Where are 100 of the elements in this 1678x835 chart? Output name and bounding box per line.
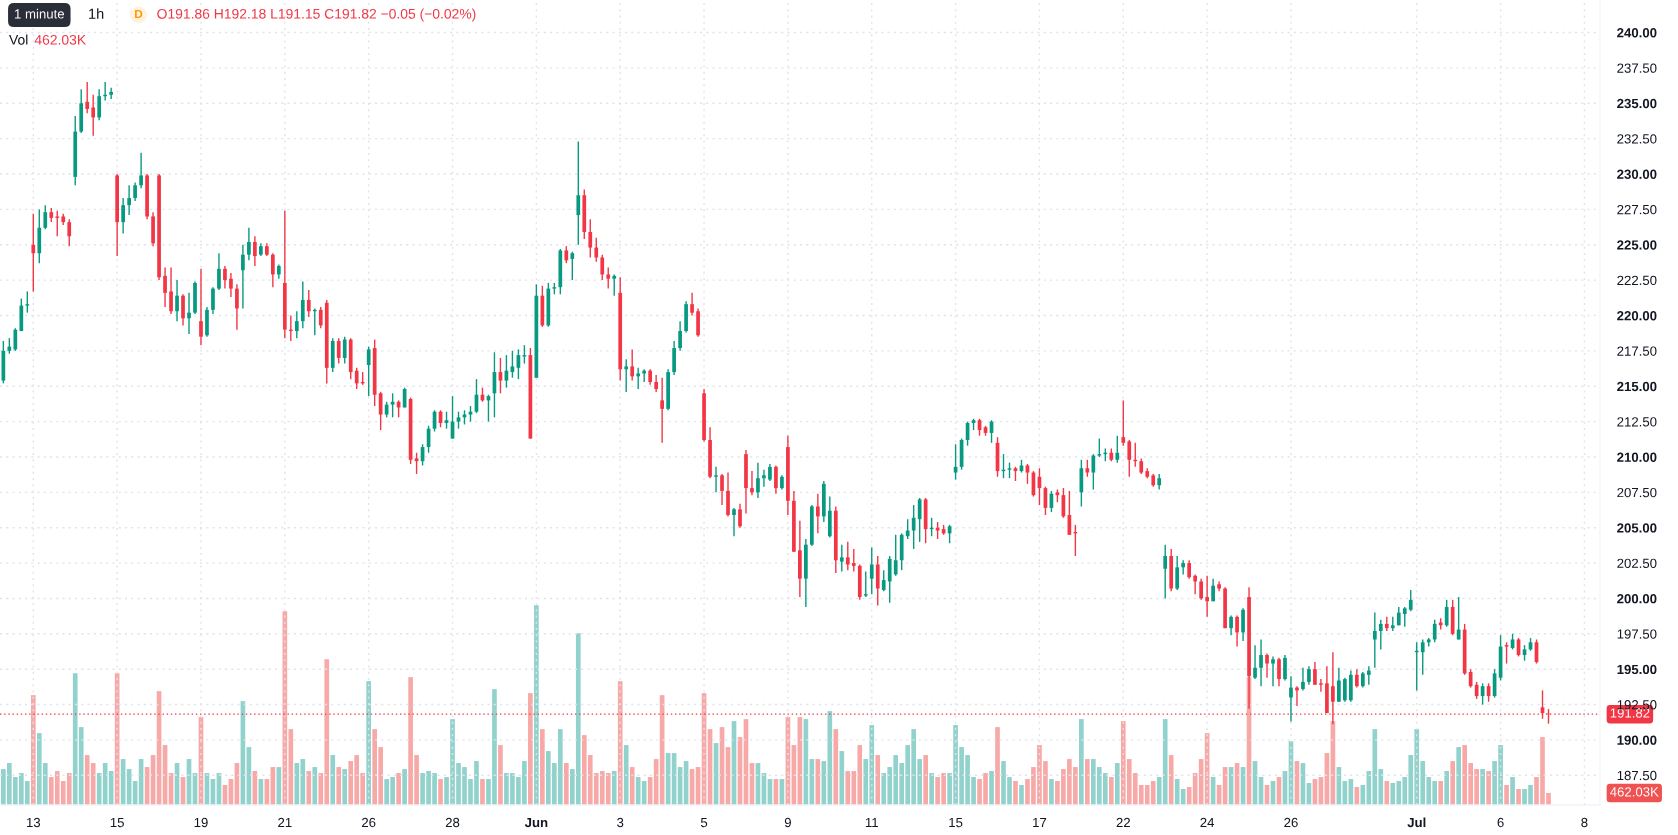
- candlestick: [109, 87, 114, 100]
- bar: [1114, 763, 1120, 805]
- candlestick: [253, 235, 257, 267]
- bar: [312, 767, 318, 805]
- x-tick-label: 21: [278, 817, 292, 828]
- candlestick: [570, 251, 575, 281]
- candlestick: [630, 348, 635, 382]
- candlestick: [1283, 654, 1287, 682]
- candlestick: [815, 493, 820, 535]
- candlestick: [211, 286, 215, 315]
- bar: [989, 771, 994, 805]
- bar: [623, 745, 629, 805]
- candlestick: [1343, 676, 1347, 703]
- bar: [995, 727, 1000, 805]
- y-tick-label: 210.00: [1617, 452, 1657, 462]
- candlestick: [306, 289, 311, 318]
- y-tick-label: 215.00: [1617, 381, 1657, 392]
- candlestick: [1432, 618, 1437, 643]
- y-tick-label: 200.00: [1617, 594, 1657, 604]
- y-tick-label: 187.50: [1617, 770, 1657, 781]
- annotation: 1 minute: [15, 8, 65, 19]
- candlestick: [636, 367, 641, 390]
- bar: [1504, 785, 1509, 805]
- x-tick-label: 13: [26, 817, 41, 828]
- y-tick-label: 240.00: [1617, 28, 1657, 38]
- bar: [1510, 777, 1515, 805]
- candlestick: [1378, 618, 1383, 651]
- bar: [1480, 769, 1485, 805]
- bar: [1486, 771, 1491, 805]
- candlestick: [1372, 611, 1377, 669]
- candlestick: [1229, 614, 1233, 636]
- y-tick-label: 237.50: [1617, 63, 1657, 73]
- candlestick: [774, 464, 778, 495]
- candlestick: [612, 273, 617, 297]
- candlestick: [660, 377, 664, 444]
- bar: [1384, 781, 1390, 805]
- candlestick: [917, 497, 922, 543]
- candlestick: [241, 244, 245, 310]
- candlestick: [1408, 589, 1413, 612]
- ref-line-label: 191.82: [1610, 708, 1650, 718]
- bar: [438, 779, 443, 805]
- bar: [342, 769, 348, 805]
- x-tick-label: 26: [1284, 817, 1298, 828]
- candlestick: [91, 94, 96, 137]
- candlestick: [1097, 437, 1102, 458]
- bar: [929, 773, 934, 805]
- candlestick: [1504, 641, 1509, 665]
- candlestick: [235, 283, 239, 331]
- bar: [1085, 759, 1090, 805]
- candlestick: [678, 320, 682, 352]
- chart-title: 1h: [89, 8, 104, 19]
- candlestick: [43, 204, 48, 230]
- candlestick: [1319, 678, 1323, 693]
- candlestick: [851, 548, 856, 573]
- candlestick: [31, 212, 36, 293]
- candlestick: [1187, 559, 1192, 580]
- candlestick: [714, 466, 718, 494]
- candlestick: [300, 280, 305, 329]
- candlestick: [732, 507, 736, 537]
- x-tick-label: 15: [110, 817, 124, 828]
- x-tick-label: 26: [362, 817, 376, 828]
- y-tick-label: 202.50: [1617, 558, 1657, 568]
- candlestick: [1253, 644, 1257, 680]
- candlestick: [1259, 638, 1263, 687]
- bar: [1450, 761, 1456, 805]
- y-tick-label: 205.00: [1617, 523, 1657, 533]
- bar: [1456, 747, 1461, 805]
- candlestick: [229, 272, 233, 298]
- text: 462.03K: [1610, 787, 1659, 797]
- candlestick: [366, 345, 371, 397]
- candlestick: [1289, 675, 1293, 723]
- y-tick-label: 220.00: [1617, 311, 1657, 321]
- candlestick: [911, 504, 916, 550]
- y-tick-label: 222.50: [1617, 275, 1657, 286]
- bar: [1013, 781, 1018, 805]
- y-tick-label: 197.50: [1617, 629, 1657, 639]
- candlestick: [97, 88, 102, 121]
- bar: [833, 729, 839, 805]
- bar: [306, 771, 312, 805]
- bar: [396, 773, 401, 805]
- bar: [30, 695, 36, 805]
- candlestick: [839, 543, 844, 573]
- annotation: O191.86 H192.18 L191.15 C191.82 −0.05 (−0.02%): [157, 8, 476, 22]
- candlestick: [1205, 575, 1209, 618]
- y-tick-label: 217.50: [1617, 346, 1657, 356]
- candlestick: [175, 279, 179, 322]
- candlestick: [1277, 657, 1281, 687]
- candlestick: [1420, 638, 1425, 676]
- bar: [611, 771, 617, 805]
- candlestick: [1175, 555, 1180, 591]
- x-tick-label: 17: [1033, 817, 1047, 828]
- bar: [1079, 719, 1084, 805]
- candlestick: [25, 290, 30, 314]
- y-tick-label: 207.50: [1617, 487, 1657, 498]
- y-tick-label: 225.00: [1617, 240, 1657, 250]
- bar: [540, 729, 545, 805]
- candlestick: [1115, 435, 1120, 464]
- candlestick: [336, 337, 341, 365]
- bar: [498, 745, 503, 805]
- x-tick-label: 24: [1200, 817, 1215, 828]
